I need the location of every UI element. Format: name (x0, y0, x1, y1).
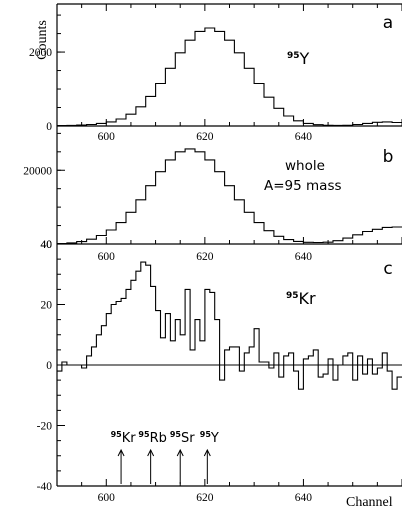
panel-b-note-line2: A=95 mass (264, 178, 342, 194)
isotope-arrowhead-sr (176, 448, 184, 457)
isotope-label-y: 95Y (200, 430, 219, 446)
panel-c-y-tick-label: 0 (46, 360, 52, 372)
panel-a-y-tick-label: 2000 (29, 47, 52, 59)
panel-a-x-tick-label: 620 (196, 131, 214, 143)
isotope-label-sr: 95Sr (170, 430, 195, 446)
isotope-label-kr: 95Kr (111, 430, 137, 446)
panel-a-series (57, 27, 402, 127)
panel-b-series (57, 148, 402, 245)
panel-c-y-tick-label: -20 (37, 421, 53, 433)
panel-c-histogram (57, 261, 402, 390)
isotope-mass-y: 95 (200, 430, 212, 439)
isotope-mass-rb: 95 (138, 430, 150, 439)
panel-b-note-line1: whole (285, 158, 325, 174)
panel-c-y-tick-label: -40 (37, 481, 53, 493)
panel-b-x-tick-label: 640 (295, 251, 313, 263)
x-axis-label: Channel (346, 495, 393, 509)
isotope-element-kr: Kr (122, 431, 137, 446)
isotope-arrowhead-kr (117, 448, 125, 457)
axes-layer: 600 620 640 0 2000 a 600 620 640 40 20000 b 600 620 64… (23, 3, 402, 504)
panel-a-x-tick-label: 640 (295, 131, 313, 143)
panel-a-nuclide-label: 95Y (287, 49, 310, 68)
panel-a-nuclide-mass: 95 (287, 51, 300, 61)
panel-c-y-tick-label: 20 (41, 300, 53, 312)
panel-c-x-tick-label: 620 (196, 492, 214, 504)
panel-a-letter: a (383, 13, 393, 33)
panel-c-nuclide-label: 95Kr (286, 289, 316, 308)
data-layer: 95Kr 95Rb 95Sr 95Y (57, 27, 402, 484)
y-axis-label: Counts (35, 20, 50, 60)
isotope-label-rb: 95Rb (138, 430, 166, 446)
panel-b-y-tick-label: 40 (41, 239, 53, 251)
panel-c-series (57, 261, 402, 390)
isotope-mass-kr: 95 (111, 430, 123, 439)
panel-c-y-tick-label: 40 (41, 239, 53, 251)
panel-b-letter: b (383, 147, 394, 167)
panel-b-x-tick-label: 620 (196, 251, 214, 263)
isotope-arrowhead-rb (147, 448, 155, 457)
panel-a-y-tick-label: 0 (46, 121, 52, 133)
panel-a-x-tick-label: 600 (98, 131, 116, 143)
panel-c-letter: c (383, 259, 392, 279)
panel-b-y-tick-label: 20000 (23, 165, 52, 177)
panel-c-nuclide-mass: 95 (286, 291, 299, 301)
panel-a-nuclide-element: Y (299, 49, 310, 68)
isotope-element-rb: Rb (150, 431, 167, 446)
isotope-element-y: Y (210, 431, 219, 446)
panel-b-histogram (57, 148, 402, 245)
panel-c-x-tick-label: 640 (295, 492, 313, 504)
panel-b-x-tick-label: 600 (98, 251, 116, 263)
isotope-mass-sr: 95 (170, 430, 182, 439)
isotope-arrowhead-y (203, 448, 211, 457)
panel-c-nuclide-element: Kr (299, 289, 316, 308)
isotope-element-sr: Sr (181, 431, 195, 446)
panel-c-x-tick-label: 600 (98, 492, 116, 504)
panel-a-histogram (57, 27, 402, 127)
